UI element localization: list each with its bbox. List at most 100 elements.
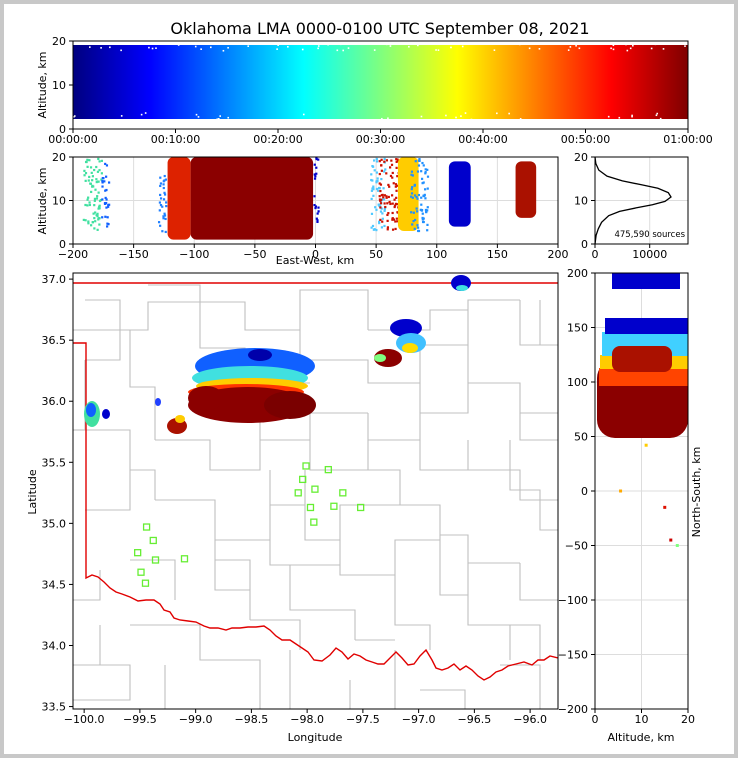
time-source-gap bbox=[120, 49, 122, 52]
ew-source-point bbox=[419, 208, 422, 211]
time-source-gap bbox=[610, 47, 612, 50]
ew-source-point bbox=[383, 224, 386, 228]
ew-x-tick-label: −200 bbox=[58, 248, 88, 261]
ew-source-point bbox=[387, 183, 390, 187]
ew-source-point bbox=[159, 184, 162, 188]
ew-source-point bbox=[385, 159, 389, 162]
ns-band-upper-core bbox=[612, 346, 672, 372]
north-south-panel: 0 10 20 200 150 100 50 0 −50 −100 −150 −200 Altitu… bbox=[558, 267, 703, 744]
time-source-gap bbox=[526, 123, 529, 125]
ew-source-point bbox=[159, 176, 162, 179]
time-source-gap bbox=[140, 113, 143, 116]
time-source-gap bbox=[464, 112, 467, 114]
ew-source-point bbox=[413, 218, 417, 222]
time-source-gap bbox=[440, 42, 443, 44]
ns-source-point bbox=[619, 489, 623, 493]
ew-source-point bbox=[391, 217, 394, 220]
ew-source-point bbox=[380, 164, 383, 167]
ew-source-point bbox=[93, 227, 96, 230]
time-source-gap bbox=[177, 44, 180, 46]
ew-source-point bbox=[417, 229, 420, 233]
ew-source-point bbox=[417, 226, 420, 229]
time-source-gap bbox=[389, 45, 392, 47]
ew-source-point bbox=[390, 159, 393, 162]
ew-source-point bbox=[388, 185, 391, 188]
time-source-gap bbox=[385, 43, 388, 46]
ew-source-point bbox=[96, 212, 99, 215]
map-y-tick-label: 34.0 bbox=[42, 639, 67, 652]
plan-view-sources bbox=[84, 275, 471, 434]
time-source-gap bbox=[616, 125, 618, 128]
ns-y-tick-label: −200 bbox=[558, 703, 588, 716]
plan-view-panel: −100.0 −99.5 −99.0 −98.5 −98.0 −97.5 −97.0 −96.… bbox=[26, 272, 559, 744]
station-marker bbox=[180, 555, 189, 563]
ew-source-point bbox=[375, 208, 378, 211]
time-source-gap bbox=[323, 121, 325, 123]
ew-source-point bbox=[426, 229, 429, 232]
time-source-gap bbox=[120, 43, 123, 45]
time-source-gap bbox=[227, 46, 229, 49]
ew-y-tick-label: 20 bbox=[52, 151, 66, 164]
ew-source-point bbox=[159, 203, 163, 207]
time-source-gap bbox=[455, 116, 457, 119]
ew-source-cluster bbox=[515, 161, 537, 218]
ns-x-tick-label: 10 bbox=[635, 713, 649, 726]
ew-source-point bbox=[92, 212, 95, 215]
ns-band-upper-blue bbox=[605, 318, 688, 334]
ew-source-point bbox=[371, 179, 374, 182]
ew-source-point bbox=[101, 176, 104, 180]
ew-source-point bbox=[105, 188, 108, 192]
ew-source-point bbox=[385, 172, 388, 175]
ew-source-point bbox=[389, 166, 392, 169]
station-marker bbox=[134, 549, 142, 557]
ew-source-point bbox=[370, 197, 373, 200]
time-source-gap bbox=[194, 45, 197, 48]
ew-source-point bbox=[315, 217, 318, 220]
storm-cell-northeast-top bbox=[390, 319, 422, 337]
ew-source-point bbox=[410, 211, 413, 214]
time-source-gap bbox=[137, 123, 139, 125]
ew-source-point bbox=[380, 207, 383, 210]
storm-cell-northeast-yellow bbox=[402, 343, 418, 353]
ew-source-point bbox=[90, 190, 93, 194]
time-source-gap bbox=[567, 49, 570, 51]
ew-source-point bbox=[370, 212, 374, 215]
ew-x-tick-label: −100 bbox=[179, 248, 209, 261]
ew-source-point bbox=[89, 166, 93, 169]
ew-source-point bbox=[313, 163, 316, 166]
ew-source-point bbox=[315, 172, 318, 175]
ew-source-point bbox=[313, 173, 316, 176]
ew-x-tick-label: 50 bbox=[369, 248, 383, 261]
time-source-gap bbox=[493, 49, 496, 51]
time-source-gap bbox=[197, 116, 200, 118]
ew-source-cluster bbox=[167, 157, 191, 240]
ew-source-point bbox=[415, 207, 418, 210]
ew-source-point bbox=[93, 168, 96, 172]
time-source-gap bbox=[347, 47, 350, 49]
ew-source-point bbox=[421, 212, 424, 215]
ew-source-point bbox=[386, 202, 389, 205]
north-south-x-ticks: 0 10 20 bbox=[592, 709, 695, 726]
time-source-gap bbox=[575, 44, 577, 47]
ew-source-point bbox=[391, 211, 394, 215]
ew-source-point bbox=[395, 158, 398, 161]
time-source-gap bbox=[572, 122, 574, 125]
time-source-gap bbox=[151, 47, 154, 50]
time-x-tick-label: 01:00:00 bbox=[663, 133, 712, 146]
ew-source-point bbox=[108, 203, 111, 206]
time-y-tick-label: 20 bbox=[52, 35, 66, 48]
ew-source-point bbox=[84, 179, 87, 182]
ew-source-point bbox=[395, 196, 398, 199]
time-source-gap bbox=[225, 124, 228, 126]
ew-source-point bbox=[96, 170, 100, 173]
ew-source-point bbox=[379, 183, 383, 186]
ew-source-point bbox=[376, 179, 379, 183]
ew-source-point bbox=[417, 164, 421, 167]
ew-source-point bbox=[104, 196, 107, 200]
time-source-gap bbox=[631, 114, 633, 117]
ns-source-point bbox=[663, 505, 667, 509]
time-source-gap bbox=[569, 46, 572, 48]
time-source-gap bbox=[342, 49, 345, 52]
time-source-gap bbox=[603, 120, 606, 123]
ew-source-point bbox=[379, 202, 383, 205]
